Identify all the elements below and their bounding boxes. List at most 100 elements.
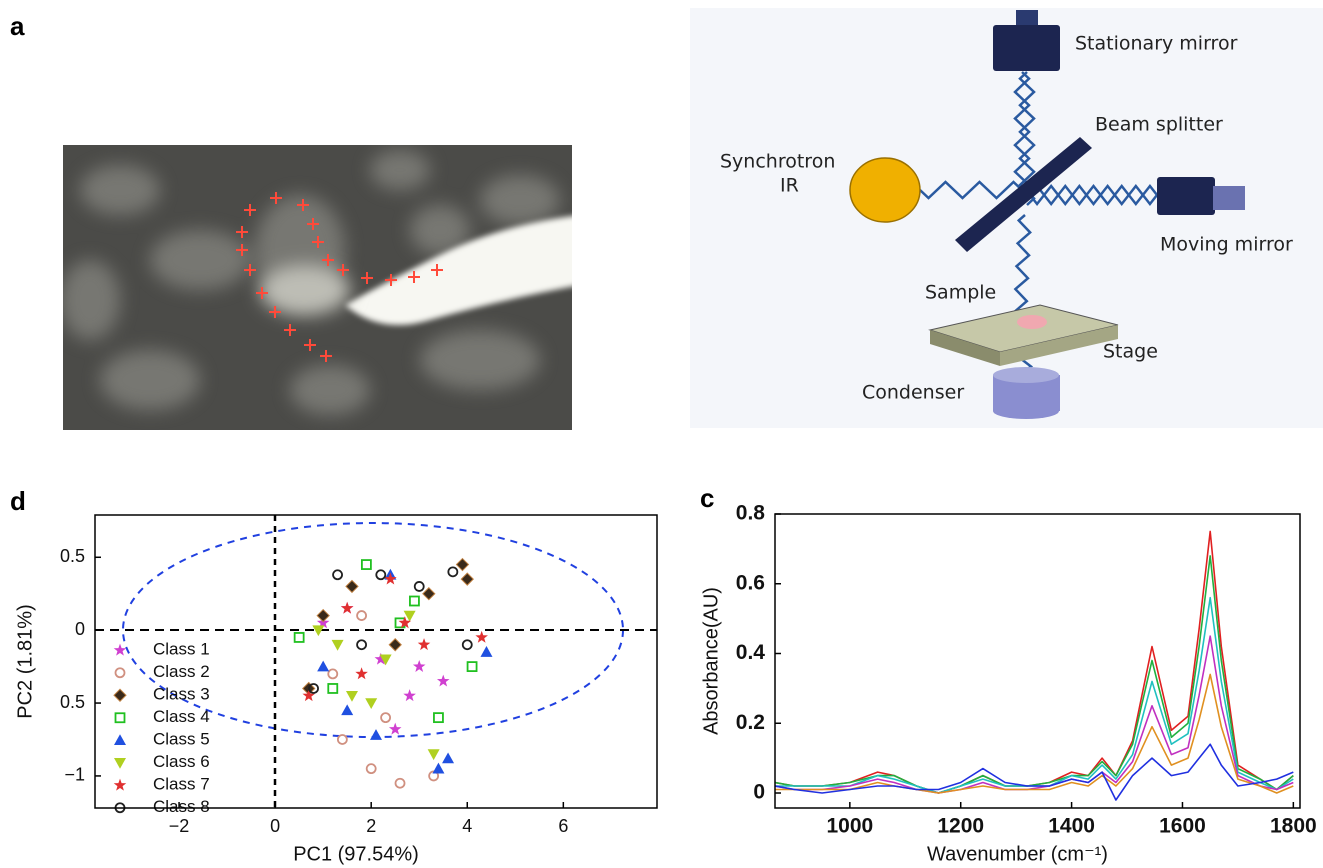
spectrum-line	[775, 743, 1294, 801]
y-tick-label: 0.5	[60, 692, 85, 712]
scatter-point	[312, 625, 325, 637]
cross-marker	[244, 264, 256, 276]
chart: 1000 1200 1400 1600 1800 0 0.2 0.4 0.6 0.8 Wavenum…	[700, 502, 1316, 866]
scatter-point	[398, 616, 412, 629]
legend-label: Class 4	[153, 707, 210, 726]
x-tick-label: 1000	[826, 815, 873, 838]
spectrum-line	[775, 596, 1294, 794]
scatter-point	[327, 668, 339, 680]
x-tick-label: 1800	[1270, 815, 1317, 838]
scatter-point	[388, 722, 402, 735]
y-axis-label: PC2 (1.81%)	[14, 604, 36, 719]
legend-label: Class 7	[153, 775, 210, 794]
chart: −2 0 2 4 6 −1 0.5 0 0.5 Class 1 Class 2 Class 3 Clas…	[14, 514, 658, 865]
scatter-point	[302, 689, 316, 702]
cross-marker	[337, 264, 349, 276]
cross-marker	[320, 350, 332, 362]
diagram-label: Stationary mirror	[1075, 33, 1238, 55]
legend-label: Class 5	[153, 730, 210, 749]
beam	[1029, 183, 1158, 207]
scatter-point	[365, 763, 377, 775]
scatter-point	[336, 734, 348, 745]
spectrum-line	[775, 555, 1294, 794]
scatter-point	[317, 660, 330, 672]
scatter-point	[356, 639, 367, 651]
scatter-point	[433, 712, 444, 724]
spectrum-line	[775, 635, 1294, 794]
scatter-point	[403, 610, 416, 622]
scatter-point	[480, 646, 493, 657]
cross-marker	[256, 287, 268, 299]
legend-marker	[113, 778, 127, 791]
cross-marker	[431, 264, 443, 276]
scatter-point	[422, 587, 436, 601]
panel-label: a	[10, 11, 25, 41]
diagram-label: Synchrotron	[720, 151, 835, 173]
cross-marker	[284, 324, 296, 336]
scatter-point	[374, 652, 388, 665]
panel-label: c	[700, 483, 714, 513]
axes-frame	[774, 513, 1301, 809]
scatter-point	[345, 690, 358, 702]
cross-marker	[244, 204, 256, 216]
panel-label: d	[10, 486, 26, 516]
scatter-point	[327, 683, 339, 694]
scatter-point	[442, 752, 455, 764]
x-tick-label: 1200	[937, 815, 984, 838]
scatter-point	[475, 630, 488, 643]
scatter-point	[345, 579, 359, 594]
y-axis-label: Absorbance(AU)	[700, 587, 722, 735]
scatter-point	[308, 683, 319, 694]
diagram-label: Beam splitter	[1095, 114, 1223, 136]
scatter-point	[341, 704, 354, 716]
scatter-point	[293, 632, 305, 643]
legend-marker	[113, 643, 127, 656]
scatter-point	[331, 639, 344, 651]
scatter-point	[409, 595, 420, 607]
y-tick-label: 0	[753, 781, 765, 804]
diagram-label: IR	[780, 175, 799, 197]
scatter-point	[360, 559, 372, 570]
micrograph	[63, 145, 572, 430]
scatter-point	[388, 638, 402, 652]
cross-marker	[322, 254, 334, 266]
y-tick-label: 0.2	[736, 711, 765, 734]
scatter-point	[375, 569, 387, 581]
cross-marker	[408, 271, 420, 283]
x-tick-label: 1600	[1159, 815, 1206, 838]
spectrum-line	[775, 530, 1294, 794]
legend-marker	[114, 667, 126, 679]
scatter-point	[455, 557, 470, 572]
diagram-label: Condenser	[862, 382, 964, 404]
cross-marker	[307, 218, 319, 230]
cross-marker	[361, 272, 373, 284]
scatter-point	[365, 698, 378, 710]
cross-marker	[297, 199, 309, 211]
scatter-point	[340, 601, 354, 614]
y-tick-label: 0.4	[736, 641, 766, 664]
scatter-point	[412, 660, 426, 672]
x-axis-label: PC1 (97.54%)	[293, 843, 419, 865]
legend-label: Class 2	[153, 662, 210, 681]
legend-label: Class 1	[153, 640, 210, 659]
scatter-point	[355, 667, 368, 680]
y-tick-label: −1	[64, 765, 85, 785]
scatter-point	[394, 777, 406, 789]
y-tick-label: 0	[75, 619, 85, 639]
x-axis-label: Wavenumber (cm⁻¹)	[927, 843, 1108, 865]
axes-frame	[94, 514, 658, 809]
beam	[919, 180, 1023, 200]
scatter-point	[447, 566, 459, 578]
legend-marker	[113, 688, 127, 702]
cross-marker	[304, 339, 316, 351]
x-tick-label: −2	[169, 816, 190, 836]
y-tick-label: 0.8	[736, 502, 766, 525]
x-tick-label: 1400	[1048, 815, 1095, 838]
scatter-point	[380, 712, 392, 724]
cross-marker	[270, 192, 282, 204]
x-tick-label: 2	[366, 816, 376, 836]
legend-marker	[114, 734, 126, 746]
cross-marker	[236, 244, 248, 256]
